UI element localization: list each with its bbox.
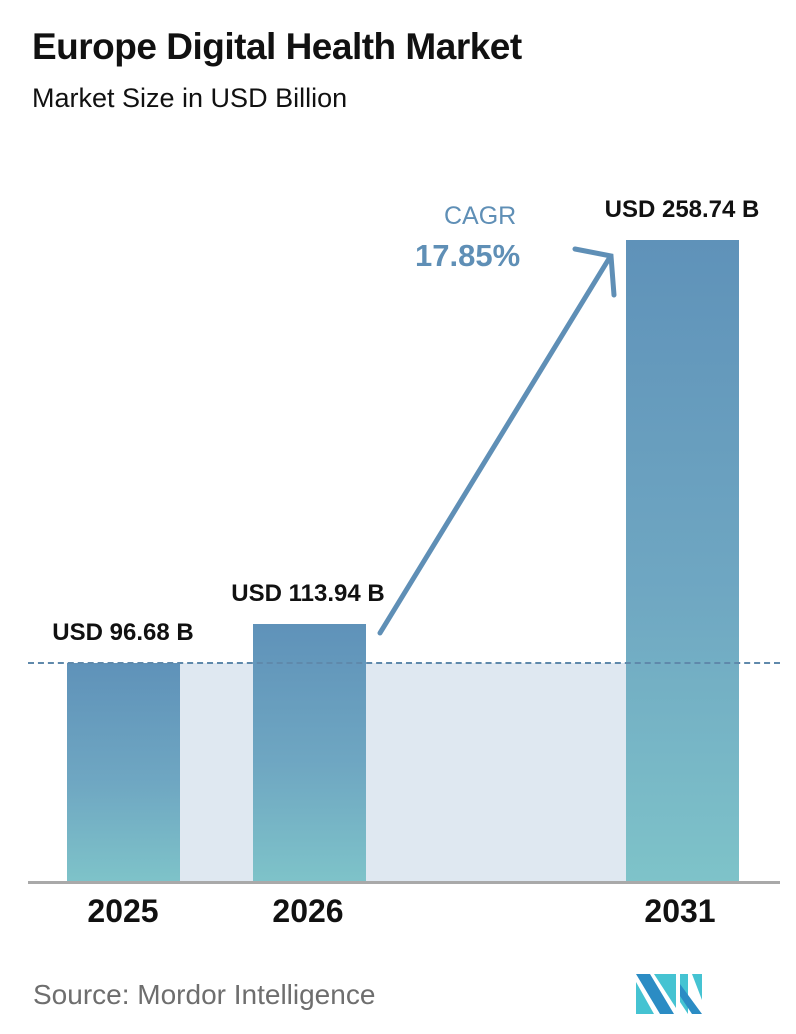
x-axis-line: [28, 881, 780, 884]
bar-2026: [253, 624, 366, 882]
bar-2025: [67, 663, 180, 882]
mordor-intelligence-logo-icon: [636, 974, 702, 1014]
value-label-2025: USD 96.68 B: [52, 619, 194, 646]
x-label-2031: 2031: [644, 893, 716, 929]
reference-dashed-line: [28, 662, 780, 664]
x-label-2026: 2026: [272, 893, 344, 929]
chart-subtitle: Market Size in USD Billion: [32, 83, 348, 113]
bar-2031: [626, 240, 739, 882]
source-text: Source: Mordor Intelligence: [33, 979, 376, 1010]
cagr-value: 17.85%: [415, 238, 521, 273]
x-label-2025: 2025: [87, 893, 159, 929]
value-label-2031: USD 258.74 B: [604, 196, 760, 223]
value-label-2026: USD 113.94 B: [231, 580, 385, 607]
cagr-label: CAGR: [444, 202, 517, 230]
chart-title: Europe Digital Health Market: [32, 26, 522, 67]
